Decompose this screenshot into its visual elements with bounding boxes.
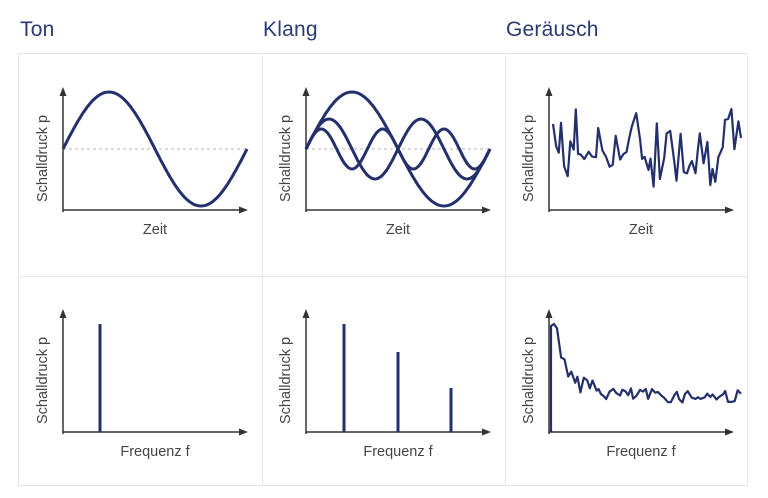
- y-axis-label: Schalldruck p: [35, 336, 51, 424]
- panel-ton-time: Schalldruck p Zeit: [19, 54, 262, 276]
- gerausch-time-plot: [545, 87, 743, 214]
- x-axis-arrow: [239, 428, 248, 436]
- x-axis-arrow: [482, 428, 491, 436]
- x-axis-arrow: [239, 206, 248, 214]
- y-axis-label: Schalldruck p: [278, 114, 294, 202]
- noise-spectrum-curve: [549, 322, 742, 432]
- panel-klang-frequency: Schalldruck p Frequenz f: [262, 276, 505, 498]
- x-axis-label: Frequenz f: [363, 444, 433, 460]
- y-axis-arrow: [545, 309, 553, 318]
- panel-klang-time: Schalldruck p Zeit: [262, 54, 505, 276]
- panel-ton-frequency: Schalldruck p Frequenz f: [19, 276, 262, 498]
- klang-time-plot: [302, 87, 492, 214]
- column-title-klang: Klang: [263, 18, 318, 41]
- y-axis-arrow: [545, 87, 553, 96]
- ton-frequency-plot: [59, 309, 248, 436]
- third-harmonic-curve: [304, 127, 492, 171]
- x-axis-arrow: [725, 428, 734, 436]
- column-title-ton: Ton: [20, 18, 55, 41]
- x-axis-label: Frequenz f: [120, 444, 190, 460]
- x-axis-label: Zeit: [385, 222, 411, 238]
- panel-gerausch-frequency: Schalldruck p Frequenz f: [505, 276, 748, 498]
- klang-frequency-plot: [302, 309, 491, 436]
- grid-divider-horizontal: [19, 276, 747, 277]
- y-axis-label: Schalldruck p: [521, 114, 537, 202]
- y-axis-label: Schalldruck p: [521, 336, 537, 424]
- x-axis-label: Zeit: [142, 222, 168, 238]
- x-axis-label: Zeit: [628, 222, 654, 238]
- grid-divider-vertical: [262, 54, 263, 485]
- panel-gerausch-time: Schalldruck p Zeit: [505, 54, 748, 276]
- y-axis-label: Schalldruck p: [278, 336, 294, 424]
- x-axis-arrow: [725, 206, 734, 214]
- sine-wave-curve: [61, 90, 249, 208]
- column-title-gerausch: Geräusch: [506, 18, 599, 41]
- ton-time-plot: [59, 87, 249, 214]
- gerausch-frequency-plot: [545, 309, 742, 436]
- y-axis-arrow: [302, 87, 310, 96]
- x-axis-label: Frequenz f: [606, 444, 676, 460]
- x-axis-arrow: [482, 206, 491, 214]
- y-axis-label: Schalldruck p: [35, 114, 51, 202]
- y-axis-arrow: [59, 87, 67, 96]
- y-axis-arrow: [59, 309, 67, 318]
- noise-waveform-curve: [551, 107, 743, 188]
- grid-divider-vertical: [505, 54, 506, 485]
- diagram-grid: Schalldruck p Zeit Schalldruck p Zeit Sc…: [18, 53, 748, 486]
- y-axis-arrow: [302, 309, 310, 318]
